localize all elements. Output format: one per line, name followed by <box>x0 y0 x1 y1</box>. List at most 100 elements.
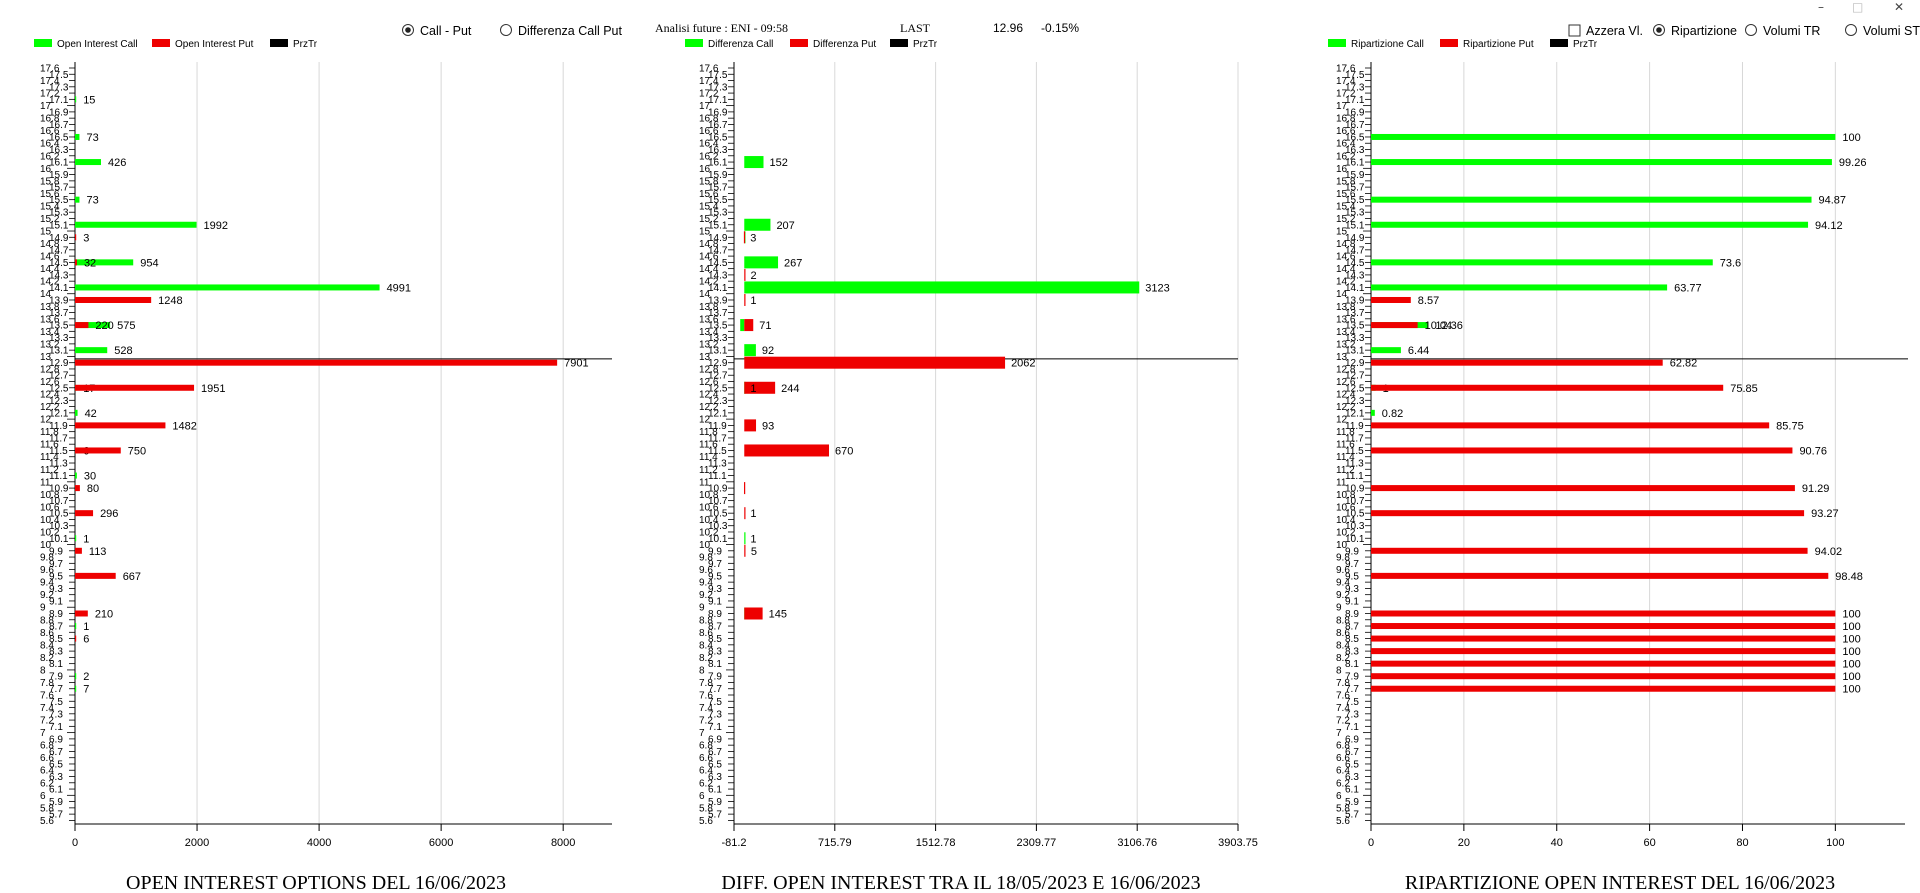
bar-put <box>75 384 195 391</box>
y-tick-label: 14.5 <box>708 258 728 269</box>
legend-label: Open Interest Call <box>57 39 138 50</box>
bar-call <box>744 344 756 357</box>
y-tick-label: 10.3 <box>1345 521 1365 532</box>
checkbox-azzera[interactable] <box>1568 24 1581 37</box>
y-tick-label: 14.9 <box>1345 233 1365 244</box>
y-tick-label: 15.5 <box>49 195 69 206</box>
y-tick-label: 15.4 <box>699 201 719 212</box>
radio-option[interactable] <box>1745 24 1757 36</box>
data-label: 244 <box>781 383 799 395</box>
x-tick-label: 2309.77 <box>1017 837 1057 849</box>
y-tick-label: 14.8 <box>1336 239 1356 250</box>
y-tick-label: 11.3 <box>708 459 727 470</box>
y-tick-label: 5.8 <box>699 803 713 814</box>
y-tick-label: 16 <box>1336 164 1348 175</box>
y-tick-label: 14.6 <box>40 252 60 263</box>
y-tick-label: 12.3 <box>708 396 728 407</box>
control-label[interactable]: Volumi ST <box>1863 24 1920 38</box>
y-tick-label: 12.2 <box>40 402 60 413</box>
radio-label[interactable]: Call - Put <box>420 24 472 38</box>
control-label[interactable]: Azzera Vl. <box>1586 24 1643 38</box>
y-tick-label: 7.4 <box>40 703 54 714</box>
y-tick-label: 10 <box>699 540 711 551</box>
bar-put <box>75 234 77 241</box>
data-label: 90.76 <box>1799 445 1827 457</box>
y-tick-label: 15.1 <box>49 220 69 231</box>
y-tick-label: 11.5 <box>49 446 68 457</box>
x-tick-label: 0 <box>72 837 78 849</box>
data-label: 8.57 <box>1418 295 1439 307</box>
radio-differenza[interactable] <box>500 24 512 36</box>
y-tick-label: 9.3 <box>49 584 63 595</box>
bar-put <box>75 485 80 492</box>
y-tick-label: 15.2 <box>699 214 719 225</box>
radio-option[interactable] <box>1845 24 1857 36</box>
y-tick-label: 13.2 <box>40 339 60 350</box>
y-tick-label: 10 <box>40 540 52 551</box>
y-tick-label: 14.1 <box>1345 283 1365 294</box>
y-tick-label: 5.9 <box>49 797 63 808</box>
bar-call <box>1371 284 1668 291</box>
data-label: 1248 <box>158 295 182 307</box>
y-tick-label: 10.5 <box>49 509 69 520</box>
data-label: 80 <box>87 483 99 495</box>
legend-label: PrzTr <box>913 39 938 50</box>
bar-call <box>1371 347 1401 354</box>
y-tick-label: 16.4 <box>40 139 60 150</box>
y-tick-label: 9 <box>1336 603 1342 614</box>
y-tick-label: 17.5 <box>708 70 728 81</box>
bar-call <box>75 409 78 416</box>
close-icon[interactable]: ✕ <box>1894 0 1905 14</box>
y-tick-label: 10.2 <box>40 527 60 538</box>
y-tick-label: 6.2 <box>1336 778 1350 789</box>
bar-call <box>1371 159 1832 166</box>
y-tick-label: 12 <box>40 415 52 426</box>
y-tick-label: 11.8 <box>699 427 718 438</box>
y-tick-label: 6.7 <box>1345 747 1359 758</box>
y-tick-label: 14 <box>1336 289 1348 300</box>
data-label: 12.36 <box>1435 320 1463 332</box>
y-tick-label: 12.2 <box>1336 402 1356 413</box>
data-label: 73 <box>86 195 98 207</box>
y-tick-label: 12.9 <box>49 358 69 369</box>
data-label: 98.48 <box>1835 571 1863 583</box>
y-tick-label: 5.9 <box>708 797 722 808</box>
y-tick-label: 6.6 <box>1336 753 1350 764</box>
control-label[interactable]: Ripartizione <box>1671 24 1737 38</box>
bar-put <box>1371 673 1836 680</box>
control-label[interactable]: Volumi TR <box>1763 24 1820 38</box>
y-tick-label: 7 <box>1336 728 1342 739</box>
y-tick-label: 16.2 <box>40 151 60 162</box>
y-tick-label: 15 <box>40 227 52 238</box>
y-tick-label: 13.5 <box>49 321 69 332</box>
y-tick-label: 11.3 <box>1345 459 1364 470</box>
y-tick-label: 16.3 <box>49 145 69 156</box>
bar-call <box>75 284 380 291</box>
radio-label[interactable]: Differenza Call Put <box>518 24 623 38</box>
y-tick-label: 10.3 <box>49 521 69 532</box>
y-tick-label: 14.2 <box>1336 277 1356 288</box>
y-tick-label: 6.4 <box>1336 766 1350 777</box>
y-tick-label: 11.2 <box>699 465 718 476</box>
bar-put <box>75 610 88 617</box>
minimize-icon[interactable]: – <box>1818 0 1824 14</box>
bar-put <box>1371 623 1836 630</box>
y-tick-label: 17.1 <box>49 95 69 106</box>
y-tick-label: 15.3 <box>708 208 728 219</box>
y-tick-label: 8.9 <box>49 609 63 620</box>
y-tick-label: 15.6 <box>40 189 60 200</box>
data-label: 100 <box>1842 671 1860 683</box>
y-tick-label: 17.4 <box>699 76 719 87</box>
radio-dot <box>405 27 411 33</box>
y-tick-label: 6 <box>699 791 705 802</box>
y-tick-label: 17.4 <box>1336 76 1356 87</box>
data-label: 1482 <box>172 420 196 432</box>
y-tick-label: 8.5 <box>49 634 63 645</box>
y-tick-label: 11.9 <box>1345 421 1364 432</box>
data-label: 2062 <box>1011 358 1035 370</box>
y-tick-label: 7.4 <box>1336 703 1350 714</box>
y-tick-label: 6.6 <box>40 753 54 764</box>
maximize-icon[interactable]: □ <box>1852 0 1864 14</box>
y-tick-label: 16.8 <box>1336 114 1356 125</box>
y-tick-label: 16.4 <box>699 139 719 150</box>
